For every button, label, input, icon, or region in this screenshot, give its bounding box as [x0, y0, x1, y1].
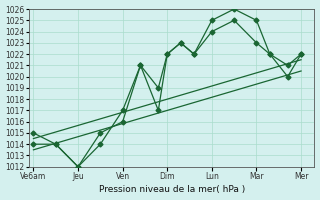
X-axis label: Pression niveau de la mer( hPa ): Pression niveau de la mer( hPa ): [99, 185, 245, 194]
